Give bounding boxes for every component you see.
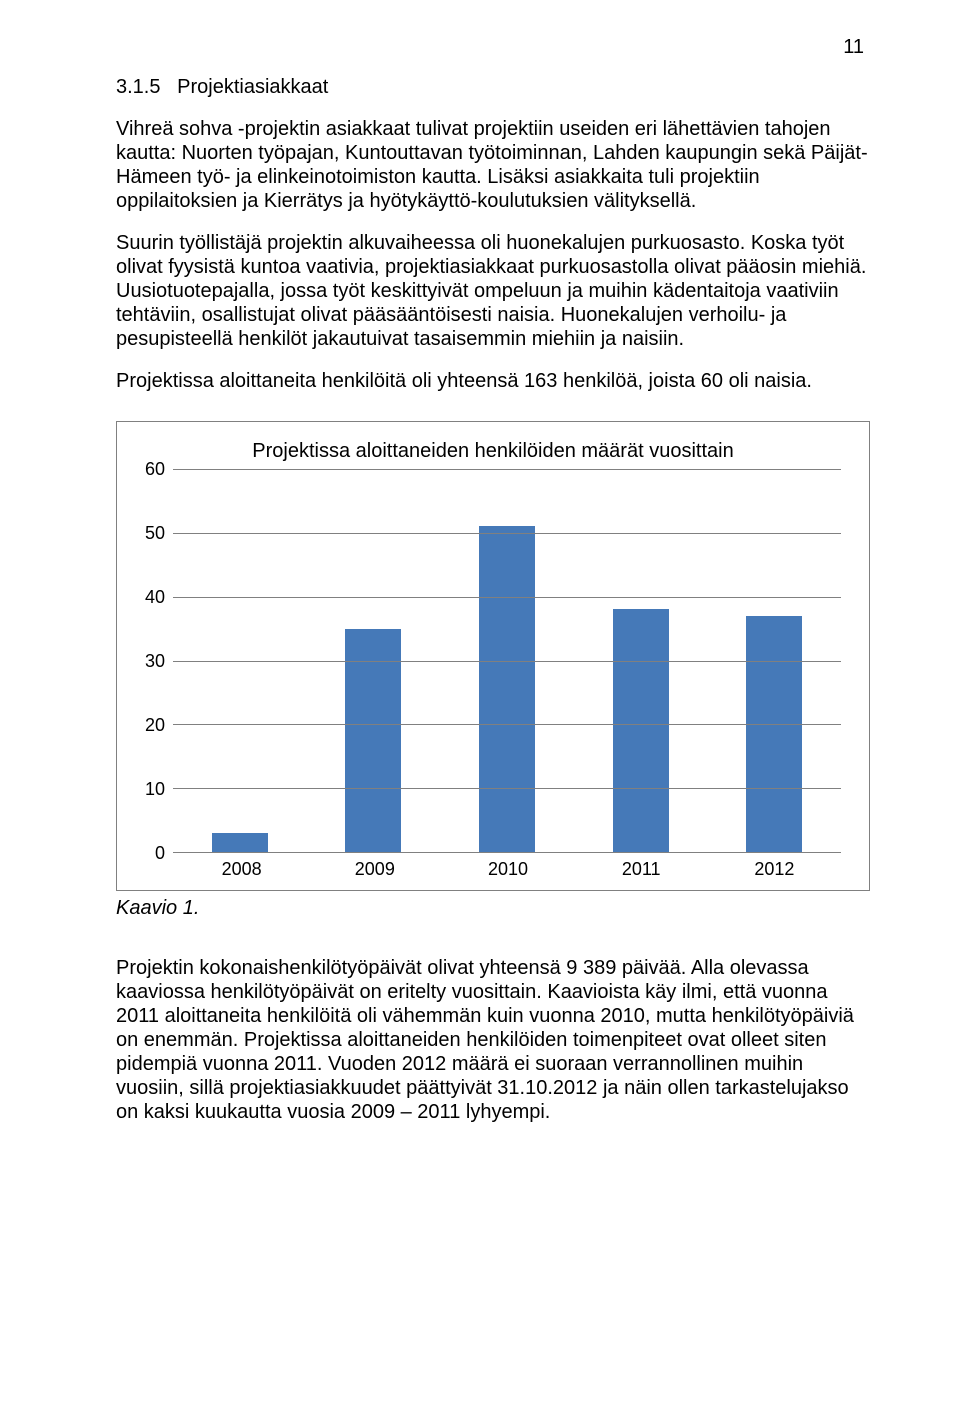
chart-area: 6050403020100 <box>145 469 841 853</box>
chart-x-labels: 20082009201020112012 <box>175 859 841 880</box>
page-number: 11 <box>843 36 864 59</box>
chart-bar <box>479 526 535 852</box>
gridline <box>173 597 841 598</box>
x-axis-label: 2012 <box>708 859 841 880</box>
x-axis-spacer <box>145 853 175 880</box>
paragraph-4: Projektin kokonaishenkilötyöpäivät oliva… <box>116 956 870 1124</box>
section-title: Projektiasiakkaat <box>177 76 328 98</box>
chart-bar <box>746 616 802 852</box>
chart-x-axis: 20082009201020112012 <box>145 853 841 880</box>
x-axis-label: 2010 <box>441 859 574 880</box>
chart-title: Projektissa aloittaneiden henkilöiden mä… <box>145 440 841 463</box>
document-page: 11 3.1.5 Projektiasiakkaat Vihreä sohva … <box>0 0 960 1409</box>
paragraph-2: Suurin työllistäjä projektin alkuvaihees… <box>116 231 870 351</box>
chart-y-axis: 6050403020100 <box>145 469 173 853</box>
chart-bar <box>212 833 268 852</box>
section-heading: 3.1.5 Projektiasiakkaat <box>116 76 870 99</box>
paragraph-3: Projektissa aloittaneita henkilöitä oli … <box>116 369 870 393</box>
gridline <box>173 533 841 534</box>
gridline <box>173 469 841 470</box>
chart-caption: Kaavio 1. <box>116 897 870 920</box>
section-number: 3.1.5 <box>116 76 160 98</box>
chart-plot <box>173 469 841 853</box>
chart-bar <box>345 629 401 852</box>
chart-container: Projektissa aloittaneiden henkilöiden mä… <box>116 421 870 891</box>
chart-bar <box>613 609 669 852</box>
gridline <box>173 661 841 662</box>
paragraph-1: Vihreä sohva -projektin asiakkaat tuliva… <box>116 117 870 213</box>
x-axis-label: 2009 <box>308 859 441 880</box>
gridline <box>173 788 841 789</box>
x-axis-label: 2008 <box>175 859 308 880</box>
x-axis-label: 2011 <box>575 859 708 880</box>
gridline <box>173 724 841 725</box>
